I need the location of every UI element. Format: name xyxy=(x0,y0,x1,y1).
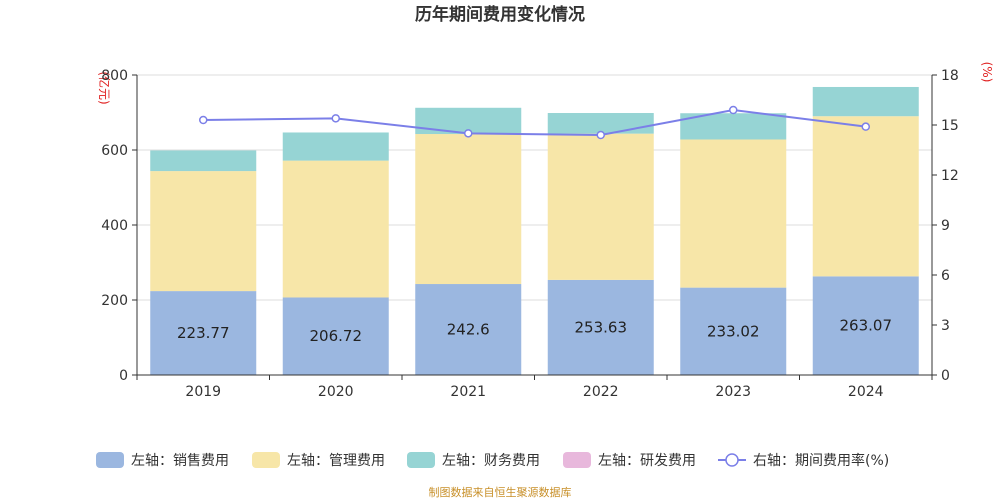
x-tick-label-2019: 2019 xyxy=(185,384,221,400)
left-tick-label-400: 400 xyxy=(101,218,128,234)
bar-2022-series-0 xyxy=(547,279,654,375)
rate-point-2020 xyxy=(331,114,340,123)
bar-2023-series-0 xyxy=(680,287,787,375)
right-axis-unit: (%) xyxy=(980,62,994,83)
left-tick-label-600: 600 xyxy=(101,143,128,159)
legend-label-3: 左轴：研发费用 xyxy=(598,453,696,469)
left-tick-label-200: 200 xyxy=(101,293,128,309)
right-tick-label-18: 18 xyxy=(941,68,959,84)
right-tick-label-9: 9 xyxy=(941,218,950,234)
x-tick-label-2020: 2020 xyxy=(318,384,354,400)
bar-2023-series-1 xyxy=(680,139,787,288)
left-tick-label-0: 0 xyxy=(119,368,128,384)
footer-source: 制图数据来自恒生聚源数据库 xyxy=(429,485,572,499)
legend-swatch-3 xyxy=(563,452,591,468)
legend-label-rate: 右轴：期间费用率(%) xyxy=(753,452,889,469)
bar-2020-series-2 xyxy=(282,132,389,161)
rate-point-2021 xyxy=(464,129,473,138)
bar-2019-series-0 xyxy=(150,291,257,375)
bar-label-2020: 206.72 xyxy=(310,327,363,345)
legend-label-0: 左轴：销售费用 xyxy=(131,453,229,469)
bar-2022-series-2 xyxy=(547,113,654,134)
right-tick-label-6: 6 xyxy=(941,268,950,284)
legend-label-1: 左轴：管理费用 xyxy=(287,453,385,469)
chart-title: 历年期间费用变化情况 xyxy=(415,4,585,25)
bar-2020-series-1 xyxy=(282,160,389,298)
bar-2021-series-1 xyxy=(415,134,522,285)
rate-line-group xyxy=(199,105,870,140)
right-tick-label-0: 0 xyxy=(941,368,950,384)
bar-2021-series-0 xyxy=(415,284,522,375)
rate-line xyxy=(203,108,866,137)
right-tick-label-15: 15 xyxy=(941,118,959,134)
x-tick-label-2022: 2022 xyxy=(583,384,619,400)
bar-2024-series-0 xyxy=(812,276,919,375)
right-tick-label-12: 12 xyxy=(941,168,959,184)
rate-point-2023 xyxy=(729,105,738,115)
legend-label-2: 左轴：财务费用 xyxy=(442,453,540,469)
rate-point-2019 xyxy=(199,115,208,125)
bar-label-2021: 242.6 xyxy=(447,321,490,339)
bar-label-2022: 253.63 xyxy=(575,318,628,336)
bar-label-2024: 263.07 xyxy=(840,317,893,335)
bar-labels-group: 223.77 206.72 242.6 253.63 233.02 263.07 xyxy=(177,317,892,346)
bar-2019-series-2 xyxy=(150,150,257,172)
x-tick-label-2023: 2023 xyxy=(715,384,751,400)
bar-2024-series-2 xyxy=(812,86,919,117)
bars-group xyxy=(150,86,919,375)
rate-point-2022 xyxy=(596,130,605,140)
legend-swatch-2 xyxy=(407,452,435,468)
bar-2019-series-1 xyxy=(150,171,257,292)
bar-label-2019: 223.77 xyxy=(177,324,230,342)
legend-line-marker xyxy=(725,453,739,467)
legend: 左轴：销售费用 左轴：管理费用 左轴：财务费用 左轴：研发费用 右轴：期间费用率(%) xyxy=(96,452,889,469)
rate-point-2024 xyxy=(861,122,870,131)
x-tick-label-2021: 2021 xyxy=(450,384,486,400)
legend-swatch-0 xyxy=(96,452,124,468)
legend-swatch-1 xyxy=(252,452,280,468)
left-axis-unit: (亿元) xyxy=(97,71,112,104)
bar-2024-series-1 xyxy=(812,116,919,277)
grid-lines xyxy=(137,74,932,301)
right-tick-label-3: 3 xyxy=(941,318,950,334)
bar-label-2023: 233.02 xyxy=(707,322,760,340)
axes-group: 0 200 400 600 800 0 3 6 9 12 15 18 2019 2020 2021 2022 2… xyxy=(101,68,959,400)
left-tick-label-800: 800 xyxy=(101,68,128,84)
bar-2020-series-0 xyxy=(282,297,389,375)
x-tick-label-2024: 2024 xyxy=(848,384,884,400)
bar-2022-series-1 xyxy=(547,133,654,280)
